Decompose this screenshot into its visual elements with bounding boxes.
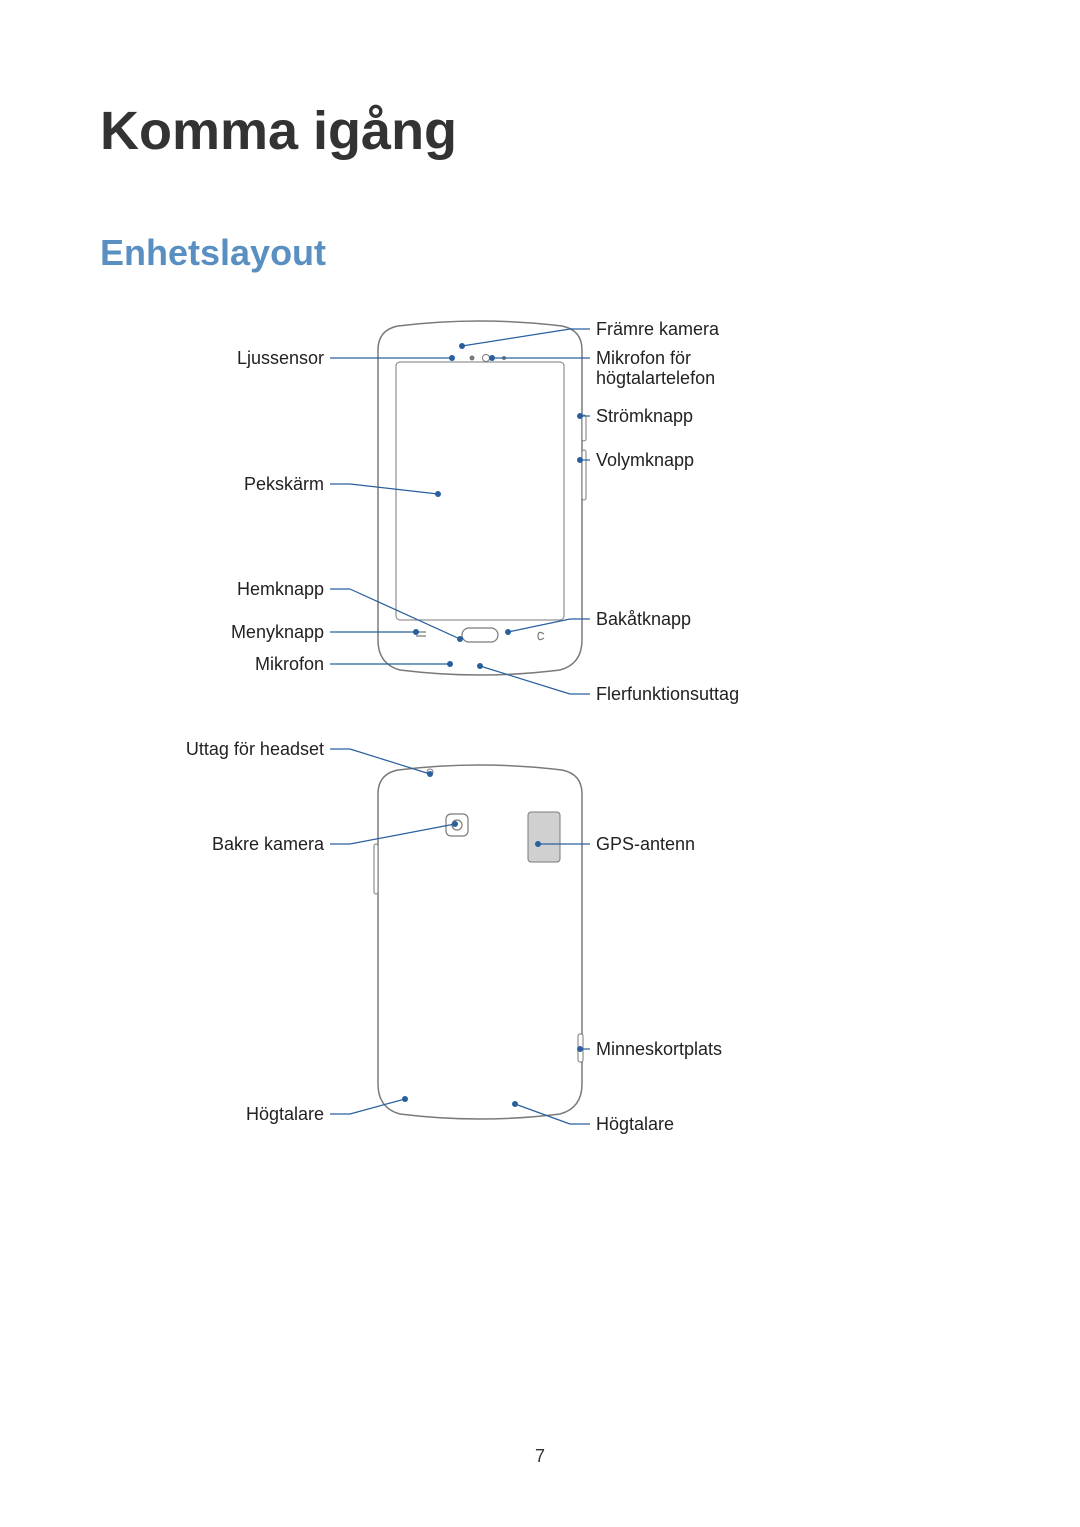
svg-text:Främre kamera: Främre kamera xyxy=(596,319,720,339)
svg-text:Bakåtknapp: Bakåtknapp xyxy=(596,609,691,629)
page-title: Komma igång xyxy=(100,100,980,162)
device-diagram: Ljussensor Pekskärm Hemknapp Menyknapp Mikro… xyxy=(100,304,980,1304)
svg-text:Högtalare: Högtalare xyxy=(596,1114,674,1134)
svg-text:Mikrofon förhögtalartelefon: Mikrofon förhögtalartelefon xyxy=(596,348,715,388)
svg-text:Minneskortplats: Minneskortplats xyxy=(596,1039,722,1059)
svg-text:Uttag för headset: Uttag för headset xyxy=(186,739,324,759)
svg-text:Bakre kamera: Bakre kamera xyxy=(212,834,325,854)
svg-text:Högtalare: Högtalare xyxy=(246,1104,324,1124)
svg-text:Flerfunktionsuttag: Flerfunktionsuttag xyxy=(596,684,739,704)
section-title: Enhetslayout xyxy=(100,232,980,274)
svg-text:Pekskärm: Pekskärm xyxy=(244,474,324,494)
svg-text:Strömknapp: Strömknapp xyxy=(596,406,693,426)
svg-text:Ljussensor: Ljussensor xyxy=(237,348,324,368)
diagram-svg: Ljussensor Pekskärm Hemknapp Menyknapp Mikro… xyxy=(100,304,980,1304)
svg-text:GPS-antenn: GPS-antenn xyxy=(596,834,695,854)
page-number: 7 xyxy=(535,1446,545,1467)
svg-text:Menyknapp: Menyknapp xyxy=(231,622,324,642)
svg-text:Hemknapp: Hemknapp xyxy=(237,579,324,599)
svg-text:Volymknapp: Volymknapp xyxy=(596,450,694,470)
svg-text:Mikrofon: Mikrofon xyxy=(255,654,324,674)
